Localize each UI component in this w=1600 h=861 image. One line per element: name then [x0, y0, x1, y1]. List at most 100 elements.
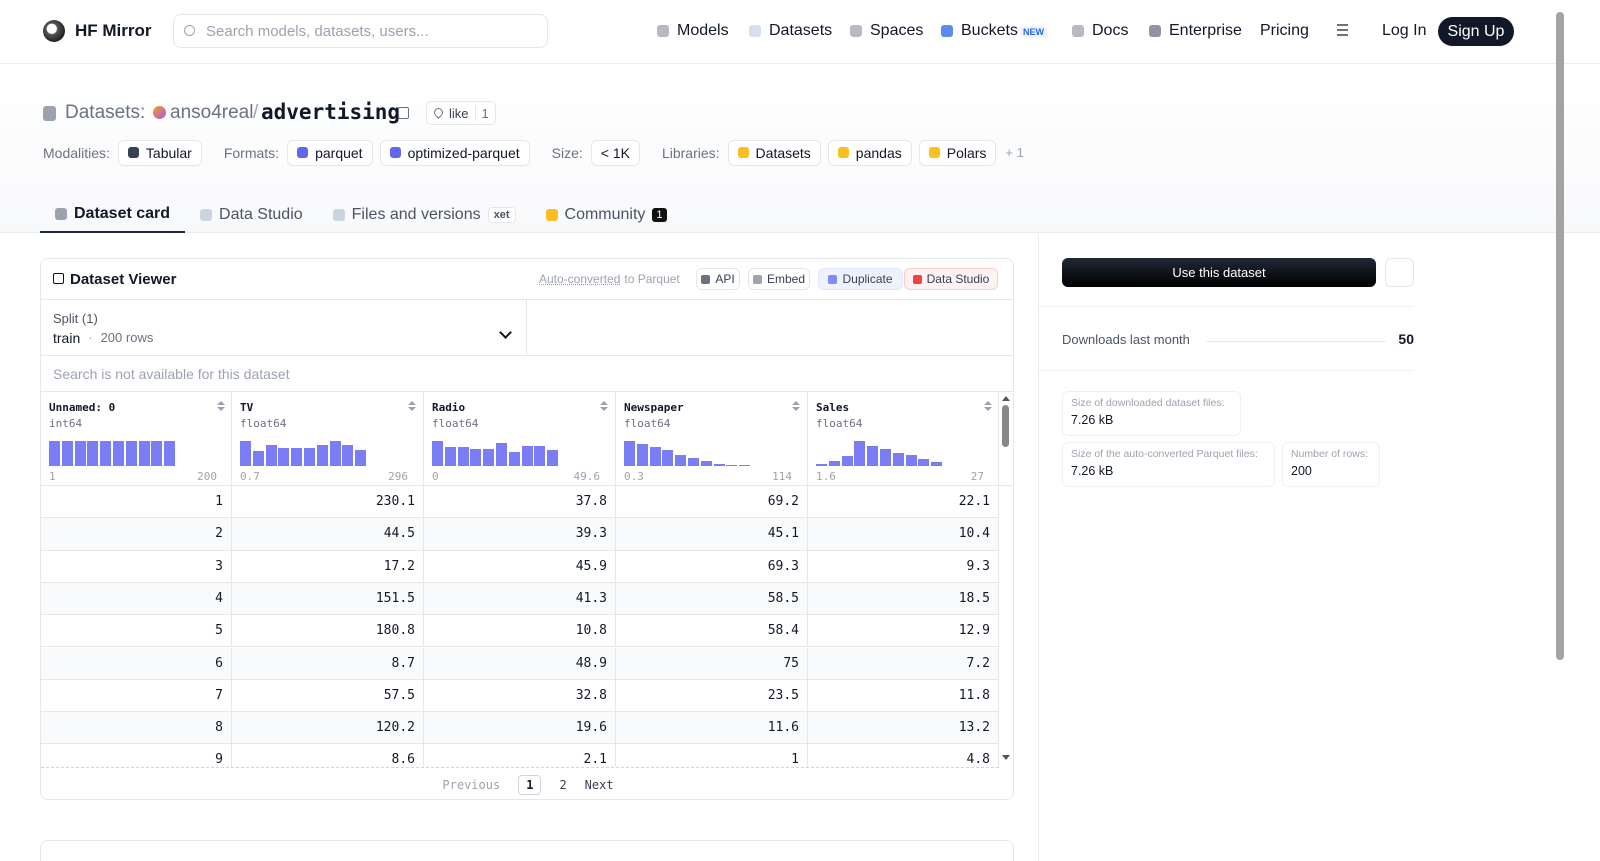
nav-link[interactable]: Datasets: [769, 22, 833, 39]
stat-label: Size of the auto-converted Parquet files…: [1071, 448, 1258, 460]
table-cell: 8.7: [232, 647, 424, 680]
repo-type[interactable]: Datasets:: [65, 102, 146, 123]
tab-bar: Dataset card Data Studio Files and version…: [40, 196, 682, 233]
tab[interactable]: Data Studio: [185, 196, 318, 233]
column-header[interactable]: Sales float64 1.6 27: [808, 392, 999, 486]
like-button[interactable]: like 1: [426, 101, 496, 125]
tag-chip[interactable]: parquet: [287, 139, 373, 166]
repo-separator: /: [253, 102, 259, 123]
viewer-action[interactable]: Data Studio: [904, 268, 998, 290]
table-row: 3 17.2 45.9 69.3 9.3: [41, 550, 999, 583]
page-next[interactable]: Next: [584, 778, 614, 792]
sort-icon: [792, 407, 800, 411]
viewer-action[interactable]: Embed: [748, 268, 810, 290]
nav-link[interactable]: Docs: [1092, 22, 1129, 39]
tab[interactable]: Files and versions xet: [318, 196, 531, 233]
histogram-bar: [816, 464, 827, 466]
stat-box: Number of rows: 200: [1282, 442, 1380, 487]
table-body: 1 230.1 37.8 69.2 22.1 2 44.5 39.3 45.1 10.4 3 17.2…: [41, 486, 999, 768]
table-cell: 58.5: [616, 582, 808, 615]
copy-button[interactable]: [398, 107, 409, 119]
tag-icon: [297, 147, 309, 158]
nav-link[interactable]: Enterprise: [1169, 22, 1242, 39]
table-cell: 23.5: [616, 679, 808, 712]
stat-value: 7.26 kB: [1071, 413, 1114, 427]
logo-text[interactable]: HF Mirror: [75, 21, 152, 40]
tag-row: Modalities: Tabular Formats: parquet optimiz…: [43, 139, 1024, 166]
table-cell: 57.5: [232, 679, 424, 712]
tab[interactable]: Dataset card: [40, 196, 186, 233]
histogram-bar: [534, 446, 546, 466]
tab-label: Community: [564, 205, 646, 223]
table-row: 2 44.5 39.3 45.1 10.4: [41, 518, 999, 551]
histogram-bar: [138, 441, 150, 466]
histogram-bar: [547, 450, 559, 466]
nav-link[interactable]: Pricing: [1260, 22, 1309, 39]
nav-icon: [657, 25, 669, 37]
page-number[interactable]: 1: [518, 775, 542, 795]
table-cell: 180.8: [232, 615, 424, 648]
signup-button[interactable]: Sign Up: [1438, 17, 1514, 46]
sidebar-divider: [1038, 370, 1414, 371]
page-number[interactable]: 2: [559, 778, 567, 792]
tag-chip[interactable]: < 1K: [590, 139, 640, 166]
table-cell: 9.3: [808, 550, 999, 583]
tag-text: pandas: [855, 144, 902, 161]
tag-more[interactable]: + 1: [1005, 145, 1024, 160]
table-row: 1 230.1 37.8 69.2 22.1: [41, 486, 999, 519]
nav-icon: [850, 25, 862, 37]
histogram-bar: [432, 441, 443, 466]
search-box[interactable]: Search models, datasets, users...: [173, 14, 548, 48]
tag-text: Tabular: [145, 144, 192, 161]
tag-text: parquet: [315, 144, 363, 161]
viewer-action[interactable]: Duplicate: [818, 268, 903, 290]
tag-chip[interactable]: Polars: [918, 139, 997, 166]
tag-chip[interactable]: optimized-parquet: [379, 139, 530, 166]
table-cell: 2.1: [424, 744, 616, 767]
table-cell: 69.2: [616, 486, 808, 518]
tab[interactable]: Community 1: [531, 196, 682, 233]
split-selector[interactable]: Split (1) train · 200 rows: [41, 299, 527, 355]
tag-chip[interactable]: Tabular: [117, 139, 202, 166]
histogram-bar: [304, 448, 315, 466]
column-header[interactable]: Unnamed: 0 int64 1 200: [41, 392, 232, 486]
search-row: Search is not available for this dataset: [41, 355, 1013, 391]
table-row: 8 120.2 19.6 11.6 13.2: [41, 712, 999, 745]
column-header[interactable]: TV float64 0.7 296: [232, 392, 424, 486]
next-card: [40, 840, 1014, 861]
table-cell: 44.5: [232, 518, 424, 551]
tag-text: optimized-parquet: [407, 144, 520, 161]
histogram-bar: [49, 441, 60, 466]
column-header[interactable]: Radio float64 0 49.6: [424, 392, 616, 486]
viewer-action[interactable]: API: [696, 268, 740, 290]
login-link[interactable]: Log In: [1382, 22, 1427, 39]
table-cell: 3: [41, 550, 232, 583]
histogram-max: 49.6: [573, 470, 601, 483]
menu-button[interactable]: [1329, 24, 1349, 38]
tag-chip[interactable]: pandas: [827, 139, 912, 166]
tag-icon: [127, 147, 139, 158]
histogram-bar: [726, 464, 738, 466]
sidebar-divider: [1038, 306, 1414, 307]
nav-link[interactable]: Spaces: [870, 22, 924, 39]
converted-suffix: to Parquet: [624, 272, 680, 286]
histogram-bar: [483, 449, 495, 466]
repo-name[interactable]: advertising: [261, 100, 401, 124]
stat-box: Size of the auto-converted Parquet files…: [1062, 442, 1275, 487]
column-header[interactable]: Newspaper float64 0.3 114: [616, 392, 808, 486]
table-cell: 5: [41, 615, 232, 648]
histogram-bar: [918, 459, 930, 466]
action-icon: [912, 274, 922, 284]
tag-chip[interactable]: Datasets: [727, 139, 821, 166]
nav-link[interactable]: Buckets: [961, 22, 1018, 39]
dataset-icon: [43, 106, 56, 121]
nav-link[interactable]: Models: [677, 22, 729, 39]
use-dataset-button[interactable]: Use this dataset: [1062, 258, 1376, 287]
more-button[interactable]: [1385, 258, 1414, 287]
page-previous[interactable]: Previous: [442, 778, 501, 792]
table-cell: 39.3: [424, 518, 616, 551]
column-divider: [1038, 234, 1039, 861]
tag-group-label: Libraries:: [661, 144, 720, 161]
repo-owner[interactable]: anso4real: [170, 102, 254, 123]
converted-link[interactable]: Auto-converted: [539, 272, 621, 286]
